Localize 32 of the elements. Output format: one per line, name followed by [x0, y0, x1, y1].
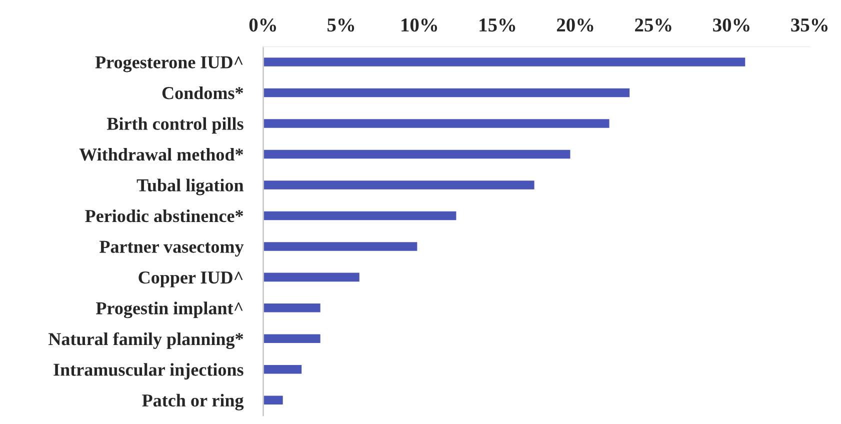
- y-tick-label: Intramuscular injections: [54, 363, 244, 380]
- y-tick-label: Partner vasectomy: [100, 240, 244, 257]
- y-tick-label: Progesterone IUD^: [95, 56, 243, 72]
- bar: [263, 364, 303, 376]
- y-tick-label: Patch or ring: [142, 394, 244, 410]
- x-tick-label: 10%: [402, 18, 438, 32]
- bar: [263, 56, 747, 68]
- y-tick-label: Condoms*: [162, 86, 244, 100]
- y-tick-label: Tubal ligation: [136, 178, 244, 196]
- x-tick-label: 30%: [713, 18, 750, 32]
- x-tick-label: 0%: [249, 18, 276, 32]
- bar: [263, 240, 419, 252]
- bar: [263, 210, 458, 222]
- y-tick-label: Periodic abstinence*: [85, 209, 244, 222]
- x-tick-label: 25%: [635, 18, 672, 32]
- bar: [263, 148, 572, 160]
- y-tick-label: Withdrawal method*: [79, 148, 244, 161]
- y-tick-label: Birth control pills: [106, 117, 244, 134]
- y-tick-label: Progestin implant^: [96, 302, 243, 318]
- x-tick-label: 20%: [556, 18, 594, 32]
- x-tick-label: 35%: [791, 18, 828, 32]
- bar: [263, 302, 322, 314]
- y-tick-label: Natural family planning*: [48, 332, 244, 350]
- bar: [263, 271, 361, 283]
- bar: [263, 86, 631, 99]
- bar: [263, 394, 284, 406]
- bar: [263, 179, 536, 191]
- bar: [263, 332, 322, 344]
- x-tick-label: 5%: [328, 18, 354, 32]
- x-tick-label: 15%: [480, 18, 516, 32]
- bar: [263, 118, 611, 130]
- y-tick-label: Copper IUD^: [138, 272, 243, 288]
